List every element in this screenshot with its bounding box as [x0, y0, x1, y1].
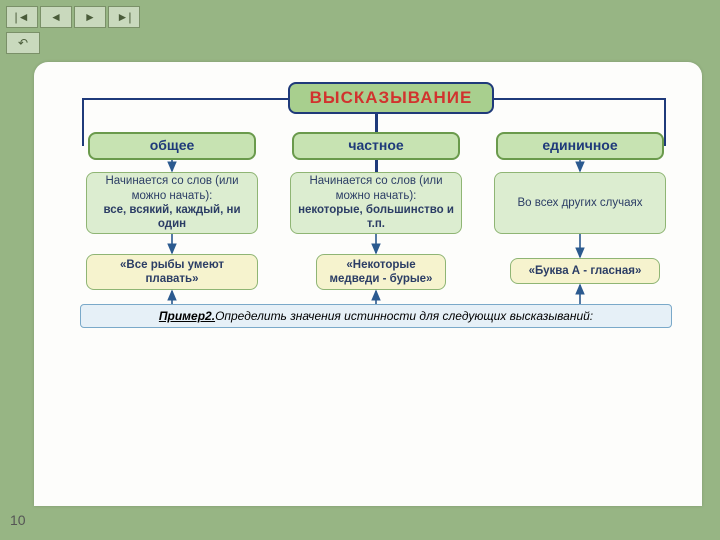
slide-nav: |◄ ◄ ► ►| [6, 6, 140, 28]
nav-prev-icon[interactable]: ◄ [40, 6, 72, 28]
category-singular: единичное [496, 132, 664, 160]
example-singular: «Буква А - гласная» [510, 258, 660, 284]
title-text: ВЫСКАЗЫВАНИЕ [310, 87, 473, 108]
page-number: 10 [10, 512, 26, 528]
slide-page: ВЫСКАЗЫВАНИЕ общее частное единичное Нач… [34, 62, 702, 506]
task-box: Пример2. Определить значения истинности … [80, 304, 672, 328]
category-general: общее [88, 132, 256, 160]
example-general: «Все рыбы умеют плавать» [86, 254, 258, 290]
example-particular: «Некоторые медведи - бурые» [316, 254, 446, 290]
nav-last-icon[interactable]: ►| [108, 6, 140, 28]
title-box: ВЫСКАЗЫВАНИЕ [288, 82, 494, 114]
category-particular: частное [292, 132, 460, 160]
nav-first-icon[interactable]: |◄ [6, 6, 38, 28]
desc-singular: Во всех других случаях [494, 172, 666, 234]
desc-general: Начинается со слов (или можно начать): в… [86, 172, 258, 234]
desc-particular: Начинается со слов (или можно начать): н… [290, 172, 462, 234]
task-label: Пример2. [159, 309, 215, 324]
nav-next-icon[interactable]: ► [74, 6, 106, 28]
task-text: Определить значения истинности для следу… [215, 309, 593, 324]
nav-return-icon[interactable]: ↶ [6, 32, 40, 54]
